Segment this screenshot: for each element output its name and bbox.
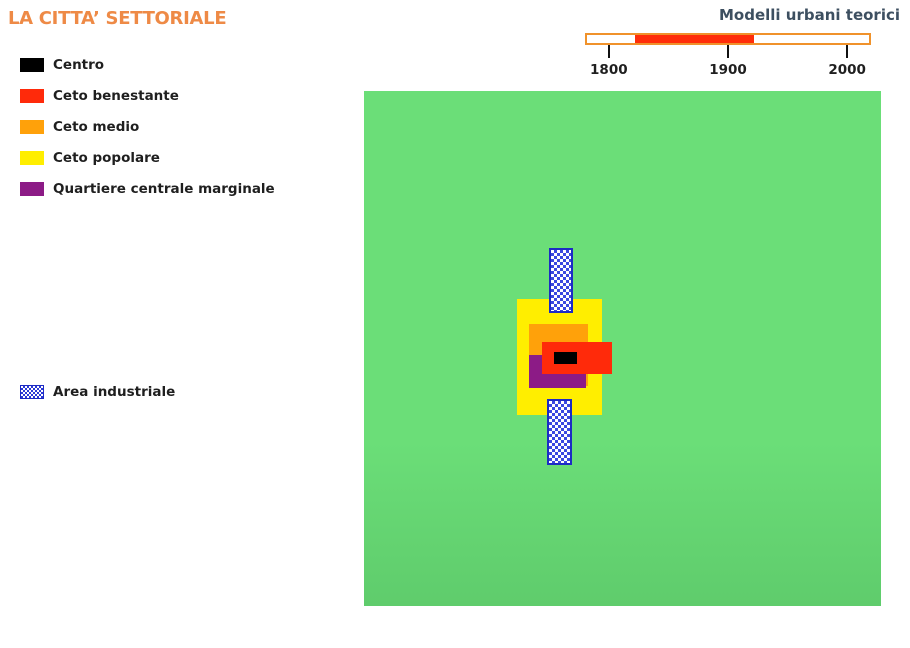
legend-label-centro: Centro (53, 56, 105, 73)
sector-city-map (364, 91, 881, 606)
swatch-area-industriale (20, 384, 44, 399)
legend: Centro Ceto benestante Ceto medio Ceto p… (20, 49, 275, 204)
timeline-tick-label: 2000 (828, 62, 866, 78)
legend-item-ceto-benestante: Ceto benestante (20, 80, 275, 111)
zone-area-industriale-north (549, 248, 573, 313)
timeline-title: Modelli urbani teorici (719, 6, 900, 24)
legend-label-area-industriale: Area industriale (53, 383, 176, 400)
swatch-ceto-popolare (20, 150, 44, 165)
timeline: 1800 1900 2000 (585, 33, 871, 83)
timeline-tick (727, 45, 729, 58)
swatch-ceto-benestante (20, 88, 44, 103)
timeline-tick (607, 45, 610, 58)
legend-item-centro: Centro (20, 49, 275, 80)
legend-item-ceto-popolare: Ceto popolare (20, 142, 275, 173)
legend-item-ceto-medio: Ceto medio (20, 111, 275, 142)
legend-item-area-industriale: Area industriale (20, 376, 175, 407)
legend-item-quartiere-marginale: Quartiere centrale marginale (20, 173, 275, 204)
timeline-tick-label: 1900 (709, 62, 747, 78)
legend-label-ceto-benestante: Ceto benestante (53, 87, 179, 104)
zone-centro (552, 350, 579, 366)
timeline-highlight (634, 35, 754, 43)
timeline-tick-label: 1800 (590, 62, 628, 78)
timeline-bar (585, 33, 871, 45)
swatch-centro (20, 57, 44, 72)
page-title: LA CITTA’ SETTORIALE (8, 8, 227, 29)
swatch-quartiere-marginale (20, 181, 44, 196)
swatch-ceto-medio (20, 119, 44, 134)
legend-label-ceto-medio: Ceto medio (53, 118, 140, 135)
legend-label-quartiere-marginale: Quartiere centrale marginale (53, 180, 275, 197)
legend-label-ceto-popolare: Ceto popolare (53, 149, 160, 166)
zone-area-industriale-south (547, 399, 572, 465)
timeline-tick (846, 45, 849, 58)
